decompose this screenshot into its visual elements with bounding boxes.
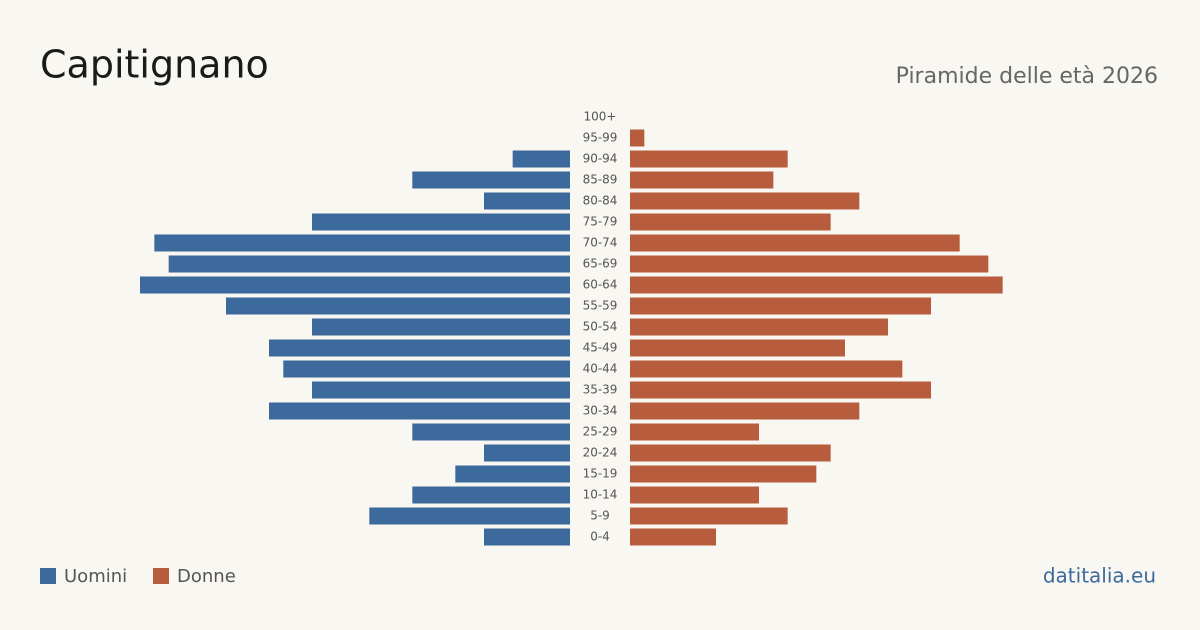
male-bar — [283, 360, 570, 378]
male-bar — [412, 486, 570, 504]
female-bar — [630, 255, 989, 273]
male-bar — [312, 213, 570, 231]
age-label: 10-14 — [583, 488, 618, 502]
male-bar — [168, 255, 570, 273]
male-bar — [312, 318, 570, 336]
male-bar — [269, 402, 570, 420]
female-bar — [630, 192, 860, 210]
chart-subtitle: Piramide delle età 2026 — [896, 64, 1158, 89]
female-bar — [630, 507, 788, 525]
male-bar — [154, 234, 571, 252]
male-bar — [269, 339, 570, 357]
female-bar — [630, 360, 903, 378]
age-label: 85-89 — [583, 173, 618, 187]
age-label: 5-9 — [590, 509, 610, 523]
male-bar — [455, 465, 570, 483]
male-bar — [484, 192, 570, 210]
female-bar — [630, 150, 788, 168]
age-label: 55-59 — [583, 299, 618, 313]
age-label: 80-84 — [583, 194, 618, 208]
female-bar — [630, 129, 645, 147]
female-bar — [630, 528, 716, 546]
age-label: 95-99 — [583, 131, 618, 145]
male-bar — [484, 444, 570, 462]
female-bar — [630, 423, 759, 441]
legend-label: Donne — [177, 566, 236, 587]
age-label: 100+ — [584, 110, 617, 124]
age-label: 60-64 — [583, 278, 618, 292]
age-label: 65-69 — [583, 257, 618, 271]
footer-brand: datitalia.eu — [1043, 564, 1156, 588]
male-bar — [226, 297, 570, 315]
age-label: 20-24 — [583, 446, 618, 460]
female-bar — [630, 465, 817, 483]
age-label: 90-94 — [583, 152, 618, 166]
age-label: 50-54 — [583, 320, 618, 334]
legend-swatch — [40, 568, 56, 584]
female-bar — [630, 318, 888, 336]
age-label: 35-39 — [583, 383, 618, 397]
age-label: 25-29 — [583, 425, 618, 439]
age-label: 45-49 — [583, 341, 618, 355]
age-label: 75-79 — [583, 215, 618, 229]
male-bar — [412, 423, 570, 441]
legend-swatch — [153, 568, 169, 584]
male-bar — [512, 150, 570, 168]
female-bar — [630, 339, 845, 357]
female-bar — [630, 213, 831, 231]
female-bar — [630, 297, 931, 315]
male-bar — [140, 276, 570, 294]
female-bar — [630, 381, 931, 399]
age-label: 40-44 — [583, 362, 618, 376]
male-bar — [484, 528, 570, 546]
female-bar — [630, 444, 831, 462]
age-label: 15-19 — [583, 467, 618, 481]
age-label: 30-34 — [583, 404, 618, 418]
legend-label: Uomini — [64, 566, 127, 587]
female-bar — [630, 234, 960, 252]
male-bar — [369, 507, 570, 525]
age-label: 0-4 — [590, 530, 610, 544]
female-bar — [630, 171, 774, 189]
female-bar — [630, 276, 1003, 294]
male-bar — [412, 171, 570, 189]
chart-title: Capitignano — [40, 43, 269, 87]
male-bar — [312, 381, 570, 399]
female-bar — [630, 402, 860, 420]
female-bar — [630, 486, 759, 504]
age-label: 70-74 — [583, 236, 618, 250]
